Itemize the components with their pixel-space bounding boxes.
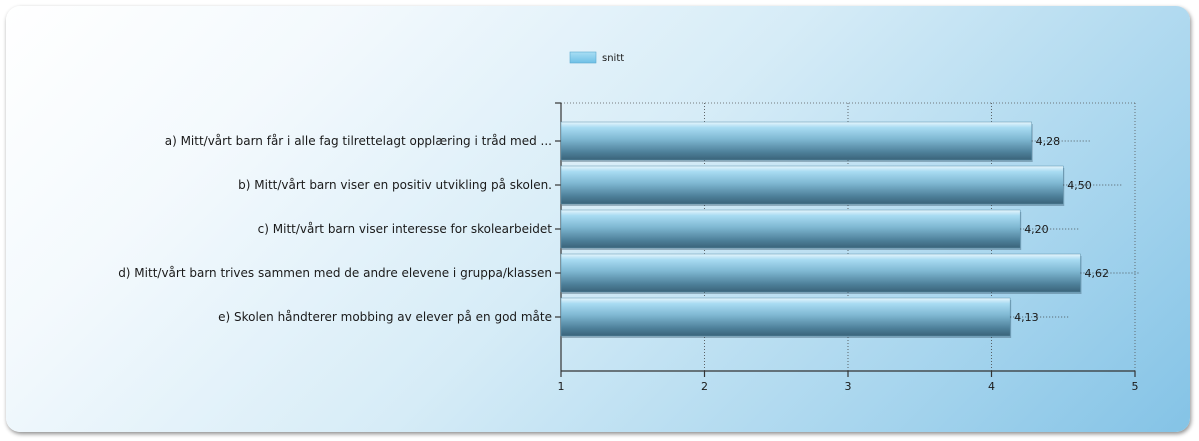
x-tick-label-1: 1 <box>558 380 565 393</box>
value-label: 4,50 <box>1067 179 1092 192</box>
bar <box>560 165 1064 205</box>
x-tick-label-5: 5 <box>1132 380 1139 393</box>
x-tick-label-4: 4 <box>988 380 995 393</box>
x-tick-label-2: 2 <box>701 380 708 393</box>
bar <box>560 253 1081 293</box>
legend-label: snitt <box>602 53 624 64</box>
category-label: b) Mitt/vårt barn viser en positiv utvik… <box>238 178 552 192</box>
category-label: c) Mitt/vårt barn viser interesse for sk… <box>258 222 553 236</box>
category-label: e) Skolen håndterer mobbing av elever på… <box>218 310 552 324</box>
category-label: a) Mitt/vårt barn får i alle fag tilrett… <box>165 134 552 148</box>
bar <box>560 209 1021 249</box>
legend-swatch <box>569 51 597 64</box>
value-label: 4,62 <box>1084 267 1109 280</box>
x-tick-label-3: 3 <box>845 380 852 393</box>
bar <box>560 297 1011 337</box>
value-label: 4,20 <box>1024 223 1049 236</box>
bar <box>560 121 1032 161</box>
category-label: d) Mitt/vårt barn trives sammen med de a… <box>118 266 552 280</box>
value-label: 4,13 <box>1014 311 1039 324</box>
value-label: 4,28 <box>1036 135 1061 148</box>
